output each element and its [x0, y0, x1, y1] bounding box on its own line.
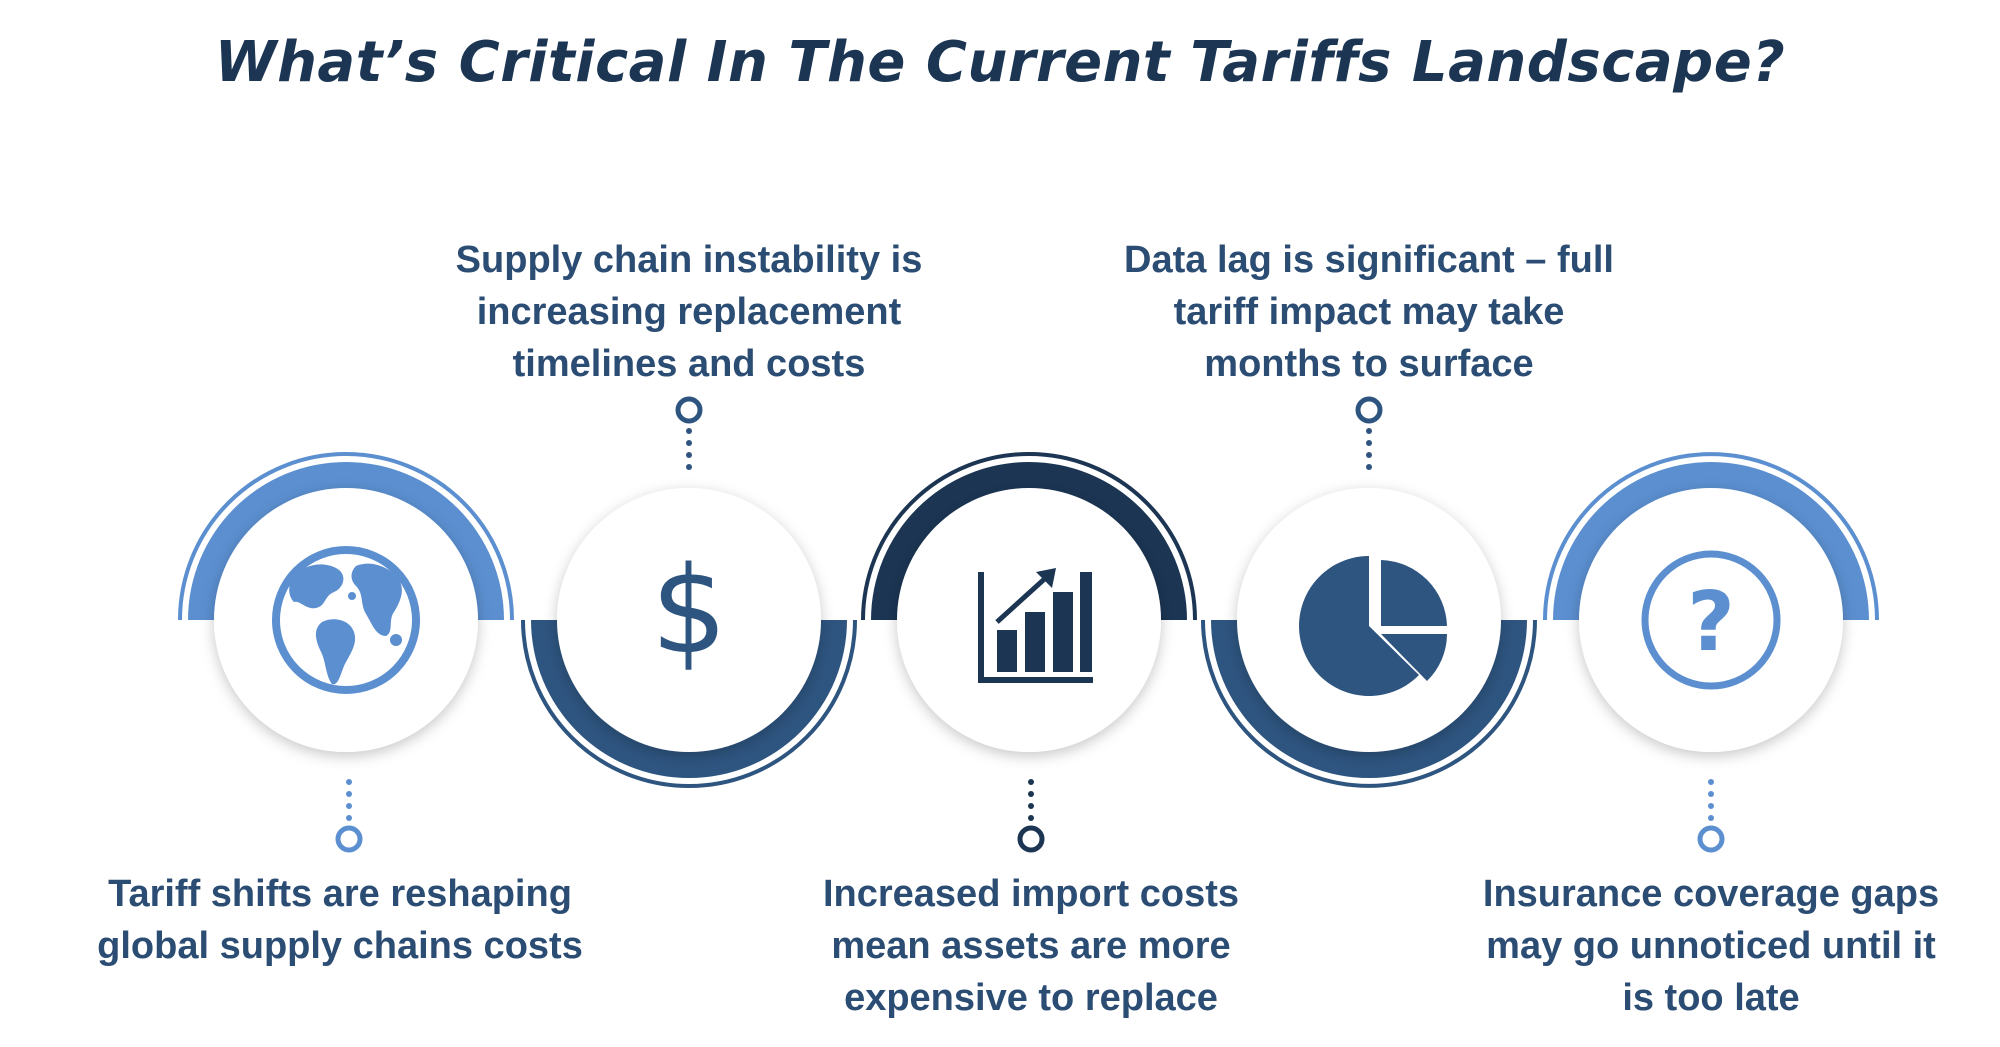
- connector-5: [1697, 779, 1725, 853]
- item-2-label-line: timelines and costs: [512, 343, 866, 385]
- item-1-label-line: Tariff shifts are reshaping: [108, 873, 572, 915]
- connector-3: [1017, 779, 1045, 853]
- pie-chart-icon: [1299, 556, 1447, 696]
- arc-4: [1201, 619, 1537, 788]
- connector-1: [335, 779, 363, 853]
- arc-1: [178, 452, 514, 621]
- item-4-label-line: Data lag is significant – full: [1124, 239, 1614, 281]
- item-4-label-line: tariff impact may take: [1173, 291, 1565, 333]
- dollar-icon: $: [651, 542, 727, 681]
- connector-4: [1355, 396, 1383, 470]
- item-1-label: Tariff shifts are reshaping global suppl…: [70, 868, 610, 972]
- item-4-label-line: months to surface: [1204, 343, 1534, 385]
- item-2-label-line: Supply chain instability is: [455, 239, 923, 281]
- circle-1: [214, 488, 478, 752]
- item-3-label-line: Increased import costs: [822, 873, 1240, 915]
- item-3-label-line: expensive to replace: [844, 977, 1218, 1019]
- arc-3: [861, 452, 1197, 621]
- item-5-label: Insurance coverage gaps may go unnoticed…: [1421, 868, 2000, 1024]
- item-2-label: Supply chain instability is increasing r…: [409, 234, 969, 390]
- item-3-label: Increased import costs mean assets are m…: [751, 868, 1311, 1024]
- svg-text:$: $: [651, 542, 727, 681]
- connector-2: [675, 396, 703, 470]
- circle-5: [1579, 488, 1843, 752]
- arc-2: [521, 619, 857, 788]
- item-5-label-line: may go unnoticed until it: [1486, 925, 1936, 967]
- page-title: What’s Critical In The Current Tariffs L…: [214, 30, 1786, 95]
- svg-text:?: ?: [1687, 575, 1735, 670]
- item-3-label-line: mean assets are more: [831, 925, 1231, 967]
- item-1-label-line: global supply chains costs: [97, 925, 583, 967]
- arc-5: [1543, 452, 1879, 621]
- item-5-label-line: is too late: [1622, 977, 1800, 1019]
- circle-2: [557, 488, 821, 752]
- item-5-label-line: Insurance coverage gaps: [1482, 873, 1940, 915]
- globe-icon: [272, 546, 420, 694]
- item-2-label-line: increasing replacement: [476, 291, 902, 333]
- bar-chart-icon: [978, 568, 1093, 683]
- question-icon: ?: [1641, 550, 1781, 690]
- item-4-label: Data lag is significant – full tariff im…: [1069, 234, 1669, 390]
